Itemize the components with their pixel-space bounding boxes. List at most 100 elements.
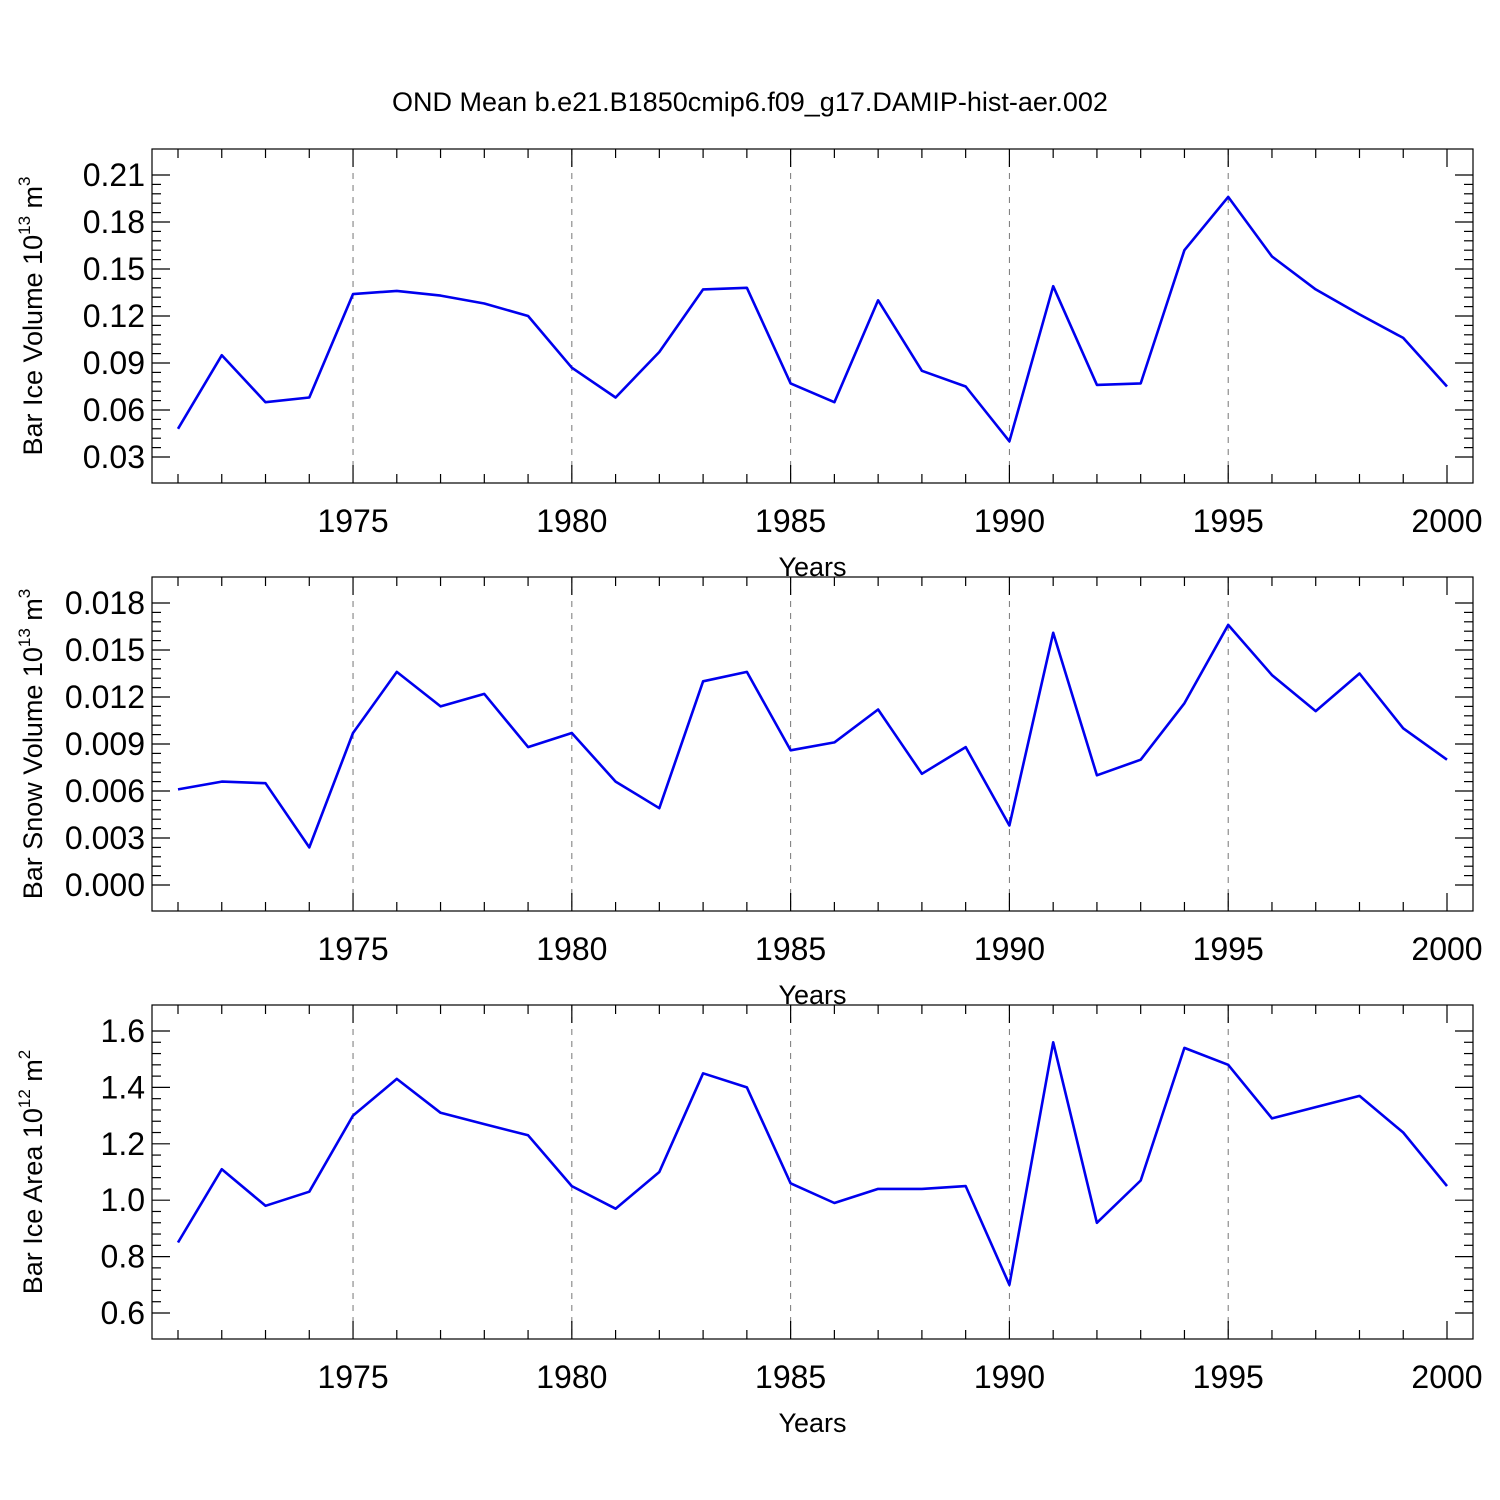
data-point: [1445, 385, 1449, 389]
panel-3: 1975 1980 1985 1990 1995 2000 0.6 0.8 1.0 1.2 1.4 1…: [15, 1004, 1483, 1438]
y-tick-label: 0.006: [65, 773, 145, 809]
y-tick-label: 1.4: [101, 1069, 145, 1105]
data-point: [526, 314, 530, 318]
data-point: [1357, 1094, 1361, 1098]
data-point: [395, 670, 399, 674]
data-point: [964, 745, 968, 749]
series-line: [177, 623, 1448, 849]
data-point: [701, 679, 705, 683]
y-label-text: Bar Snow Volume 10: [18, 647, 48, 899]
data-point: [1357, 312, 1361, 316]
data-point: [1226, 195, 1230, 199]
y-axis-label: Bar Ice Area 1012 m2: [15, 1050, 48, 1295]
data-point: [220, 353, 224, 357]
data-point: [220, 780, 224, 784]
panel-1: 1975 1980 1985 1990 1995 2000 0.03 0.06 0.09 0.12…: [15, 148, 1483, 582]
data-point: [1226, 623, 1230, 627]
y-label-exponent: 12: [15, 1089, 34, 1108]
data-point: [570, 731, 574, 735]
data-point: [789, 1181, 793, 1185]
data-point: [1182, 248, 1186, 252]
data-point: [176, 427, 180, 431]
y-tick-label: 0.6: [101, 1295, 145, 1331]
data-point: [439, 704, 443, 708]
data-point: [657, 1170, 661, 1174]
data-point: [264, 400, 268, 404]
data-point: [876, 298, 880, 302]
y-axis-label: Bar Ice Volume 1013 m3: [15, 176, 48, 455]
y-label-exponent: 13: [15, 628, 34, 647]
data-point: [1139, 381, 1143, 385]
y-tick-label: 0.015: [65, 632, 145, 668]
y-tick-label: 0.15: [83, 251, 145, 287]
data-point: [614, 395, 618, 399]
y-label-exponent: 13: [15, 216, 34, 235]
y-tick-label: 0.18: [83, 204, 145, 240]
data-point: [614, 780, 618, 784]
y-tick-label: 0.06: [83, 392, 145, 428]
data-point: [657, 350, 661, 354]
chart-title: OND Mean b.e21.B1850cmip6.f09_g17.DAMIP-…: [392, 87, 1108, 117]
data-point: [220, 1167, 224, 1171]
x-axis-label: Years: [778, 1408, 846, 1438]
data-point: [920, 1187, 924, 1191]
x-tick-label: 1995: [1193, 503, 1264, 539]
data-point: [1401, 726, 1405, 730]
data-point: [1095, 773, 1099, 777]
data-point: [176, 787, 180, 791]
data-point: [1051, 284, 1055, 288]
data-point: [1401, 1131, 1405, 1135]
x-tick-label: 1995: [1193, 1359, 1264, 1395]
data-point: [1357, 672, 1361, 676]
data-point: [1051, 631, 1055, 635]
x-tick-label: 2000: [1411, 503, 1482, 539]
y-tick-label: 0.8: [101, 1239, 145, 1275]
data-point: [745, 1085, 749, 1089]
data-point: [1314, 287, 1318, 291]
data-point: [395, 289, 399, 293]
x-tick-label: 1995: [1193, 931, 1264, 967]
data-point: [701, 1071, 705, 1075]
plot-frame: [151, 1004, 1474, 1340]
data-point: [1445, 1184, 1449, 1188]
y-tick-label: 1.6: [101, 1013, 145, 1049]
data-point: [789, 748, 793, 752]
data-point: [1314, 1105, 1318, 1109]
y-tick-label: 0.12: [83, 298, 145, 334]
y-tick-label: 0.21: [83, 157, 145, 193]
y-tick-label: 0.003: [65, 820, 145, 856]
data-point: [745, 286, 749, 290]
data-point: [920, 369, 924, 373]
data-point: [264, 781, 268, 785]
y-label-text: Bar Ice Area 10: [18, 1108, 48, 1294]
y-label-unit: m: [18, 598, 48, 628]
data-point: [439, 294, 443, 298]
y-tick-label: 0.009: [65, 726, 145, 762]
data-point: [570, 1184, 574, 1188]
data-point: [1007, 823, 1011, 827]
data-point: [570, 366, 574, 370]
x-tick-label: 1980: [536, 503, 607, 539]
y-tick-label: 1.0: [101, 1182, 145, 1218]
y-label-unit-exponent: 3: [15, 176, 34, 185]
data-point: [1007, 439, 1011, 443]
x-tick-label: 1975: [317, 931, 388, 967]
x-tick-label: 1990: [974, 1359, 1045, 1395]
x-tick-label: 1975: [317, 503, 388, 539]
y-tick-label: 0.018: [65, 585, 145, 621]
x-tick-label: 2000: [1411, 931, 1482, 967]
data-point: [1401, 336, 1405, 340]
data-point: [1095, 1221, 1099, 1225]
data-point: [1182, 1046, 1186, 1050]
data-point: [876, 708, 880, 712]
chart-panels: 1975 1980 1985 1990 1995 2000 0.03 0.06 0.09 0.12…: [15, 148, 1483, 1438]
data-point: [526, 745, 530, 749]
y-label-unit: m: [18, 186, 48, 216]
data-point: [832, 400, 836, 404]
y-axis-label: Bar Snow Volume 1013 m3: [15, 589, 48, 900]
data-point: [439, 1111, 443, 1115]
data-point: [1270, 1116, 1274, 1120]
data-point: [832, 1201, 836, 1205]
data-point: [176, 1241, 180, 1245]
